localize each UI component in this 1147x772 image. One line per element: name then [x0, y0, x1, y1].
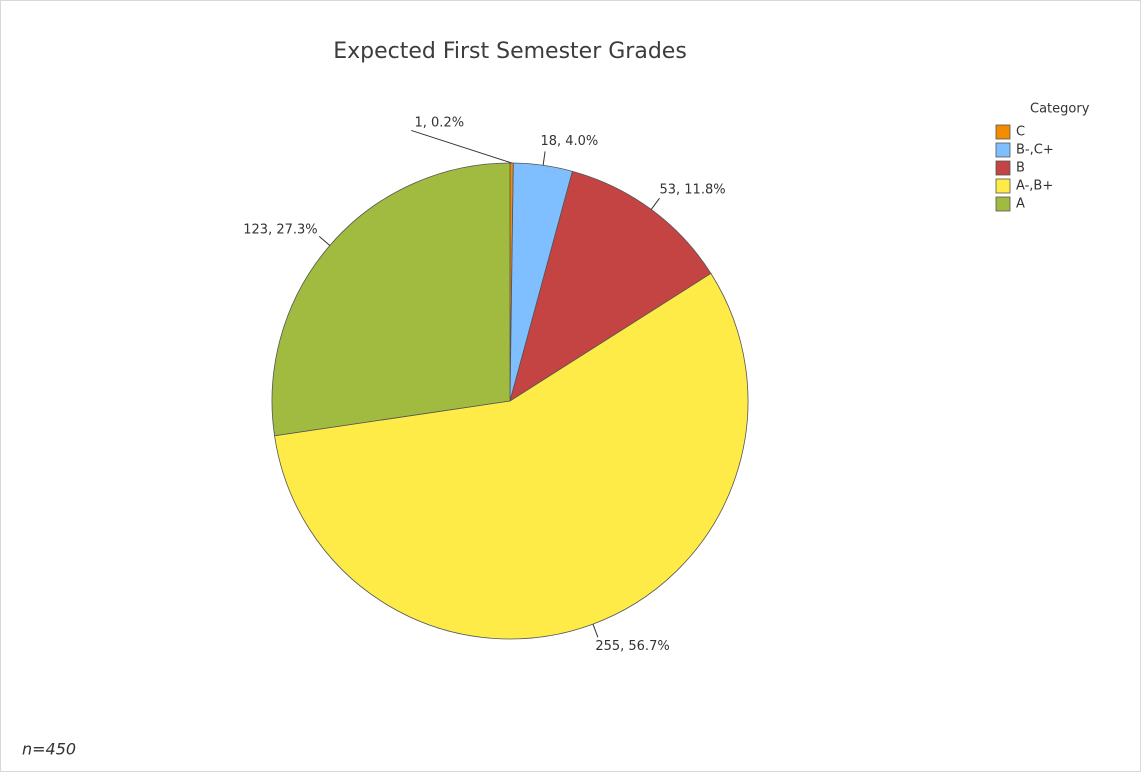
leader-line — [318, 235, 331, 246]
legend-title: Category — [1030, 102, 1090, 117]
legend-swatch — [995, 196, 1011, 212]
legend-label: A — [1016, 197, 1025, 212]
data-label: 255, 56.7% — [595, 639, 669, 654]
data-label: 123, 27.3% — [243, 222, 317, 237]
data-label: 1, 0.2% — [415, 115, 465, 130]
legend-swatch — [995, 160, 1011, 176]
legend-label: B — [1016, 161, 1025, 176]
data-label: 18, 4.0% — [540, 134, 598, 149]
legend-label: B-,C+ — [1016, 143, 1054, 158]
chart-title: Expected First Semester Grades — [333, 39, 687, 64]
legend-label: A-,B+ — [1016, 179, 1053, 194]
leader-line — [411, 129, 512, 164]
data-label: 53, 11.8% — [659, 183, 725, 198]
legend-swatch — [995, 178, 1011, 194]
legend-swatch — [995, 124, 1011, 140]
footnote: n=450 — [22, 740, 76, 759]
pie-slice — [274, 272, 749, 640]
leader-line — [592, 623, 599, 638]
legend-swatch — [995, 142, 1011, 158]
legend-label: C — [1016, 125, 1025, 140]
leader-line — [650, 197, 660, 210]
leader-line — [542, 151, 546, 166]
